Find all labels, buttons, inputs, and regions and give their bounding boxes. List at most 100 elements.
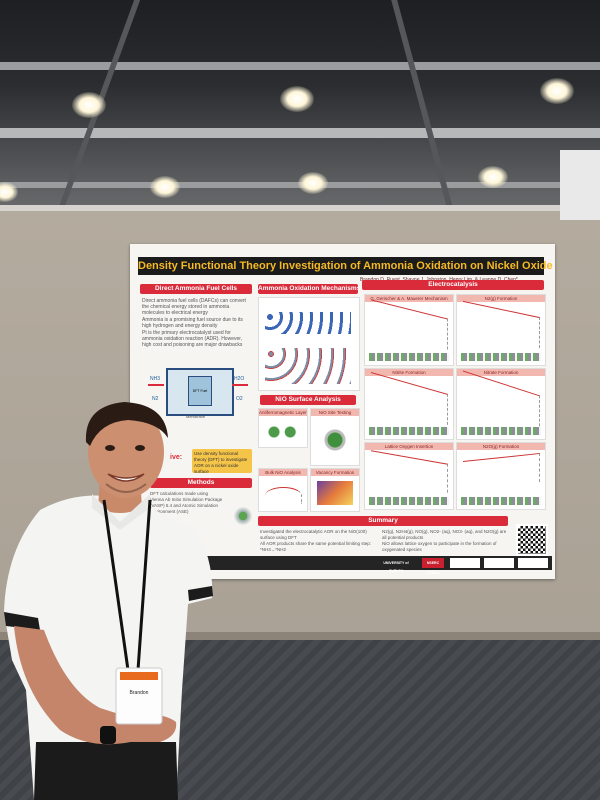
presenter-person: Brandon (4, 476, 213, 800)
electro-panel-title: G. Gerischer & A. Mauerer Mechanism (365, 295, 453, 302)
free-energy-diagram (463, 300, 540, 349)
sponsor-logo (450, 558, 480, 568)
molecule-network (265, 348, 351, 384)
fuel-cell-diagram: DFT Fuel (166, 368, 234, 416)
electro-panel-title: Nitrite Formation (365, 369, 453, 376)
label-h2o: H2O (234, 376, 245, 382)
adsorbate-structures (369, 497, 449, 505)
electro-panel: G. Gerischer & A. Mauerer Mechanism (364, 294, 454, 366)
arrow-in (148, 384, 164, 386)
methods-line: (VASP) 5.4 and Atomic Simulation (150, 503, 218, 508)
ceiling-beam (0, 128, 600, 138)
free-energy-diagram (371, 450, 448, 493)
ceiling-light (478, 166, 508, 188)
name-badge (115, 667, 163, 725)
molecule-row (265, 312, 351, 334)
methods-line: DFT calculations made using (150, 491, 208, 496)
shirt-collar (92, 494, 150, 530)
surface-panel: Bulk NiO Analysis (258, 468, 308, 512)
qr-code (516, 524, 548, 556)
summary-point: Investigated the electrocatalytic AOR on… (260, 529, 367, 540)
fuel-cell-bullet: Ammonia is a promising fuel source due t… (142, 317, 243, 329)
objective-label: ive: (170, 454, 183, 461)
surface-panel-title: NiO Site Testing (311, 409, 359, 416)
side-wall (560, 150, 600, 220)
sponsor-logo (518, 558, 548, 568)
free-energy-diagram (371, 371, 448, 426)
atom-cluster-image (265, 421, 301, 443)
electro-panel: Nitrate Formation (456, 368, 546, 440)
sleeve-trim (188, 586, 213, 601)
electro-panel: N2O(g) Formation (456, 442, 546, 510)
eye (135, 445, 145, 451)
methods-line: Environment (ASE) (150, 509, 189, 514)
section-header-nio-surface: NiO Surface Analysis (260, 395, 356, 405)
surface-panel: Vacancy Formation (310, 468, 360, 512)
smartwatch (100, 726, 116, 744)
surface-panel: NiO Site Testing (310, 408, 360, 466)
crystal-lattice-image (234, 506, 252, 526)
summary-point: All AOR products share the same potentia… (260, 541, 372, 552)
ceiling-light (150, 176, 180, 198)
free-energy-diagram (371, 299, 448, 350)
free-energy-diagram (463, 452, 540, 491)
label-n2: N2 (152, 396, 159, 402)
beard-shadow (105, 483, 147, 493)
vacancy-heatmap (317, 481, 353, 505)
surface-panel-title: Bulk NiO Analysis (259, 469, 307, 476)
site-testing-image (317, 421, 353, 459)
smile (107, 473, 145, 482)
electro-panel-title: Nitrate Formation (457, 369, 545, 376)
section-header-fuel-cells: Direct Ammonia Fuel Cells (140, 284, 252, 294)
face (88, 406, 164, 498)
poster-footer: UNIVERSITY of GUELPH NSERC CRSNG (200, 556, 552, 575)
section-header-summary: Summary (258, 516, 508, 526)
fuel-cell-bullet: Direct ammonia fuel cells (DAFCs) can co… (142, 298, 246, 316)
label-o2: O2 (236, 396, 243, 402)
electro-panel: Lattice Oxygen Insertion (364, 442, 454, 510)
label-nh3: NH3 (150, 376, 161, 382)
electro-panel: Nitrite Formation (364, 368, 454, 440)
electro-panel-title: N2O(g) Formation (457, 443, 545, 450)
objective-box: Use density functional theory (DFT) to i… (192, 449, 252, 474)
eye (105, 445, 115, 451)
section-header-methods: Methods (150, 478, 252, 488)
sleeve-trim (4, 612, 40, 630)
ceiling-light (540, 78, 574, 104)
presenter-head (85, 402, 168, 498)
electro-panel: N2(g) Formation (456, 294, 546, 366)
section-header-electrocatalysis: Electrocatalysis (362, 280, 544, 290)
energy-curve (265, 487, 302, 504)
adsorbate-structures (369, 353, 449, 361)
university-logo: UNIVERSITY of GUELPH (383, 561, 409, 573)
surface-panel: Antiferromagnetic Layering (258, 408, 308, 448)
nserc-logo: NSERC CRSNG (422, 558, 444, 575)
poster-title: Density Functional Theory Investigation … (138, 257, 553, 275)
adsorbate-structures (369, 427, 449, 435)
ceiling-light (0, 182, 18, 202)
methods-line: Vienna Ab Initio Simulation Package (150, 497, 223, 502)
surface-panel-title: Vacancy Formation (311, 469, 359, 476)
summary-point: N2(g), N2H4(g), NO(g), NO2- (aq), NO3- (… (382, 529, 507, 540)
adsorbate-structures (461, 427, 541, 435)
dark-pants (34, 742, 178, 800)
ceiling (0, 0, 600, 215)
adsorbate-structures (461, 353, 541, 361)
forearm (14, 626, 147, 745)
ceiling-light (280, 86, 314, 112)
ceiling-beam (0, 62, 600, 70)
badge-name: Brandon (130, 690, 149, 696)
electro-panel-title: Lattice Oxygen Insertion (365, 443, 453, 450)
surface-panel-title: Antiferromagnetic Layering (259, 409, 307, 416)
objective-text: Use density functional theory (DFT) to i… (194, 451, 248, 474)
adsorbate-structures (461, 497, 541, 505)
summary-point: NiO allows lattice oxygen to participate… (382, 541, 497, 552)
badge-header (120, 672, 158, 680)
label-membrane: Membrane (186, 414, 206, 419)
hair (85, 402, 168, 446)
free-energy-diagram (463, 370, 540, 427)
ceiling-light (72, 92, 106, 118)
lanyard (102, 499, 152, 671)
ceiling-light (298, 172, 328, 194)
mechanism-diagram (258, 297, 360, 391)
